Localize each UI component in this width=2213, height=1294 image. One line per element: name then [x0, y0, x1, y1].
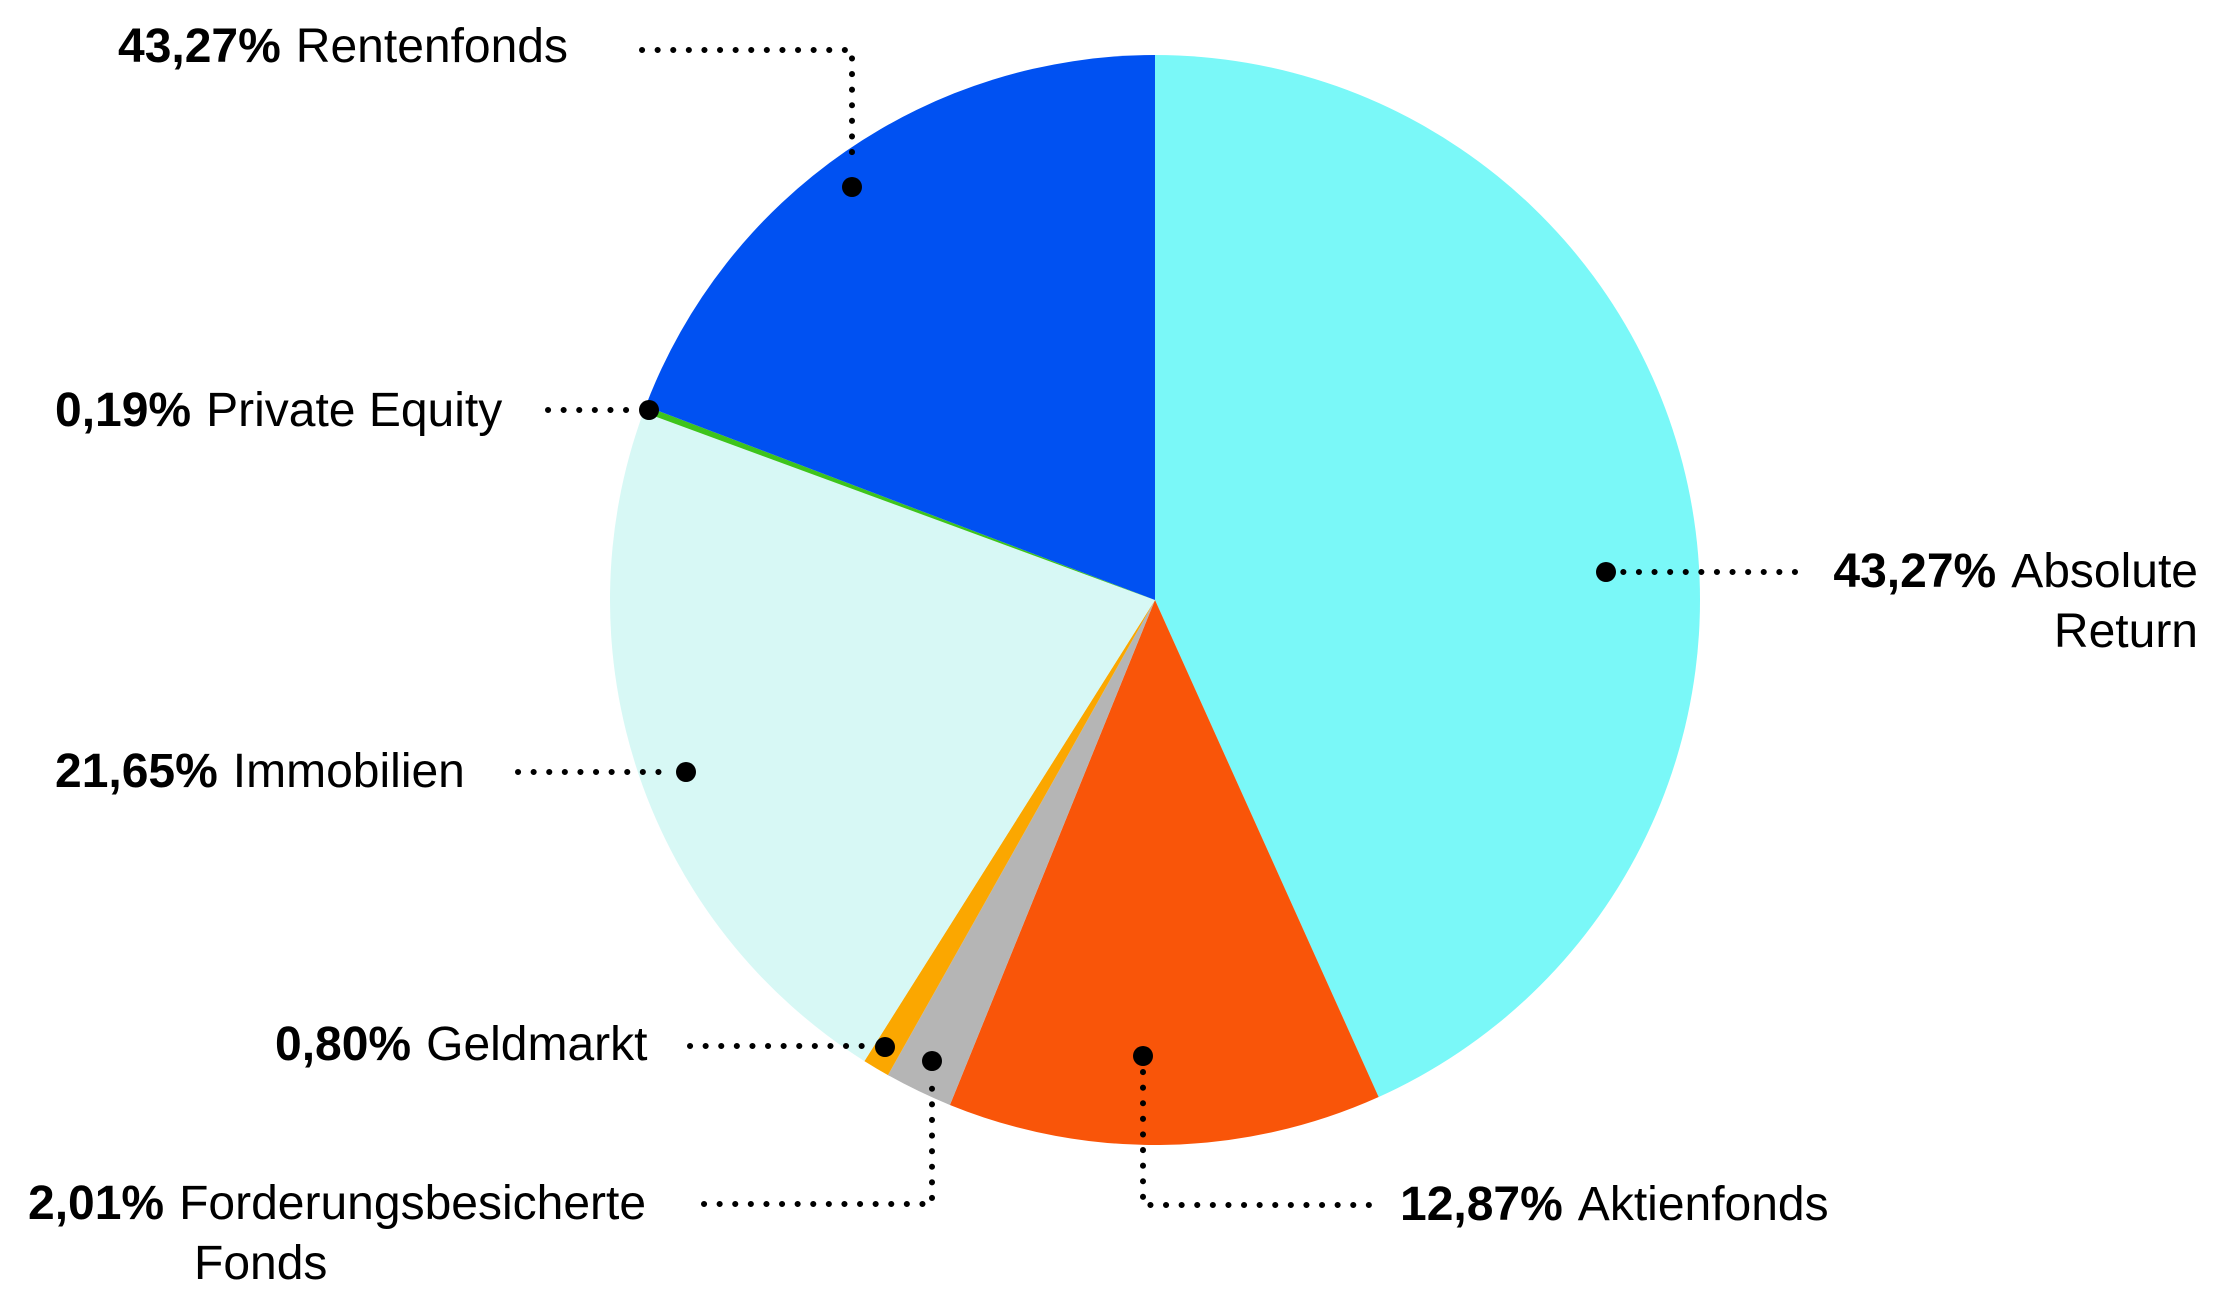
- pie-slice-rentenfonds: [645, 55, 1155, 600]
- leader-dot-absolute-return: [1596, 562, 1616, 582]
- callout-forderungsbesicherte-name-line1: Forderungsbesicherte: [179, 1177, 647, 1230]
- leader-aktienfonds: [1140, 1069, 1385, 1208]
- pie-slice-forderungsbesicherte-fonds: [887, 600, 1155, 1105]
- callout-absolute-return-name-line2: Return: [2053, 605, 2198, 658]
- leader-lines: [515, 47, 1798, 1208]
- callout-aktienfonds: 12,87% Aktienfonds: [1400, 1175, 1829, 1235]
- callout-private-equity: 0,19% Private Equity: [55, 381, 502, 441]
- callout-aktienfonds-name: Aktienfonds: [1577, 1178, 1829, 1231]
- callout-immobilien: 21,65% Immobilien: [55, 742, 465, 802]
- callout-absolute-return: 43,27% Absolute Return: [1833, 542, 2198, 662]
- leader-dot-geldmarkt: [875, 1037, 895, 1057]
- callout-geldmarkt-name: Geldmarkt: [426, 1018, 648, 1071]
- callout-forderungsbesicherte-pct: 2,01%: [28, 1177, 165, 1230]
- callout-immobilien-pct: 21,65%: [55, 745, 218, 798]
- leader-dot-rentenfonds: [842, 177, 862, 197]
- callout-forderungsbesicherte-name-line2: Fonds: [194, 1237, 328, 1290]
- callout-geldmarkt-pct: 0,80%: [275, 1018, 412, 1071]
- leader-dot-private-equity: [639, 400, 659, 420]
- callout-aktienfonds-pct: 12,87%: [1400, 1178, 1563, 1231]
- callout-private-equity-name: Private Equity: [206, 384, 503, 437]
- pie-slice-immobilien: [610, 412, 1155, 1062]
- leader-dot-immobilien: [676, 762, 696, 782]
- callout-absolute-return-name-line1: Absolute: [2011, 545, 2198, 598]
- callout-private-equity-pct: 0,19%: [55, 384, 192, 437]
- callout-rentenfonds-name: Rentenfonds: [295, 20, 568, 73]
- callout-immobilien-name: Immobilien: [232, 745, 465, 798]
- pie-slices: [610, 55, 1701, 1146]
- pie-slice-geldmarkt: [864, 600, 1155, 1076]
- callout-geldmarkt: 0,80% Geldmarkt: [275, 1015, 648, 1075]
- leader-dot-forderungsbesicherte-fonds: [922, 1051, 942, 1071]
- pie-slice-private-equity: [643, 406, 1155, 600]
- callout-rentenfonds: 43,27% Rentenfonds: [118, 17, 568, 77]
- callout-forderungsbesicherte-fonds: 2,01% Forderungsbesicherte Fonds: [28, 1174, 646, 1294]
- callout-absolute-return-pct: 43,27%: [1833, 545, 1997, 598]
- leader-dots: [639, 177, 1616, 1071]
- leader-dot-aktienfonds: [1133, 1046, 1153, 1066]
- pie-slice-aktienfonds: [949, 600, 1379, 1146]
- callout-rentenfonds-pct: 43,27%: [118, 20, 281, 73]
- leader-rentenfonds: [639, 47, 855, 169]
- pie-slice-absolute-return: [1155, 55, 1701, 1097]
- leader-forderungsbesicherte-fonds: [701, 1073, 935, 1207]
